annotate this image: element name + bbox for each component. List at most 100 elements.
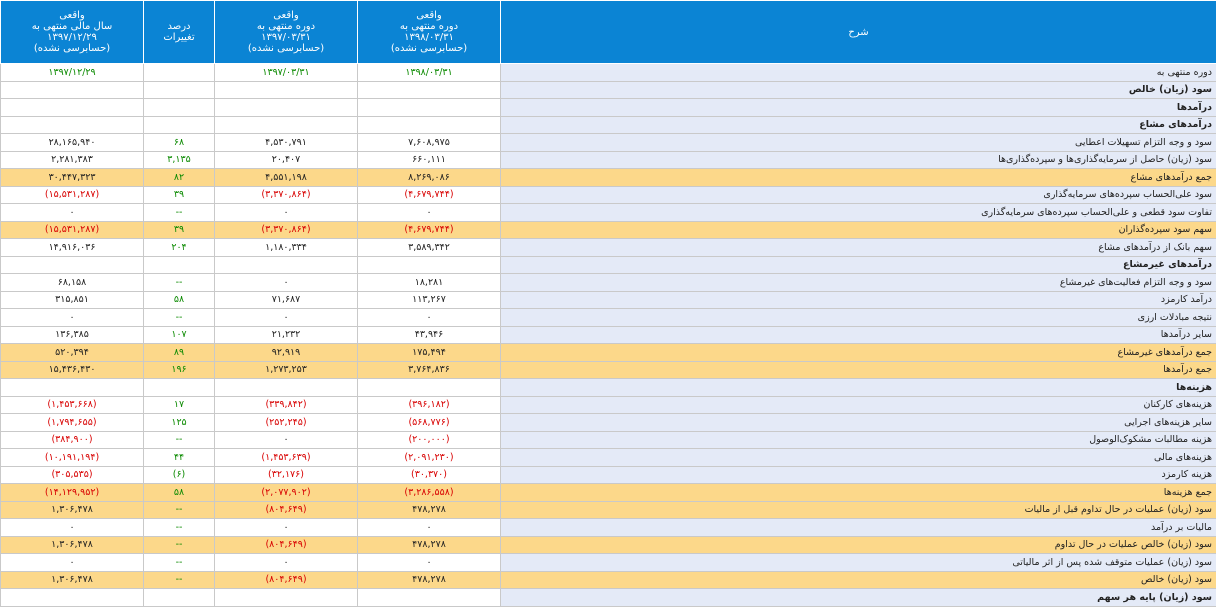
cell-period-1397: ۴,۵۵۱,۱۹۸ (215, 169, 358, 187)
cell-period-1398: (۲۰۰,۰۰۰) (358, 431, 501, 449)
cell-period-1397 (215, 81, 358, 99)
cell-change-percent: (۶) (144, 466, 215, 484)
row-description: هزینه‌ها (501, 379, 1216, 397)
cell-period-1397: ۰ (215, 204, 358, 222)
row-description: درآمد کارمزد (501, 291, 1216, 309)
row-description: سود (زیان) عملیات متوقف شده پس از اثر ما… (501, 554, 1216, 572)
cell-fiscal-year-1397: ۰ (1, 519, 144, 537)
row-description: درآمدها (501, 99, 1216, 117)
cell-period-1398: (۳۰,۳۷۰) (358, 466, 501, 484)
row-description: مالیات بر درآمد (501, 519, 1216, 537)
table-row: هزینه کارمزد(۳۰,۳۷۰)(۳۲,۱۷۶)(۶)(۳۰۵,۵۳۵) (1, 466, 1216, 484)
row-description: سهم بانک از درآمدهای مشاع (501, 239, 1216, 257)
row-description: جمع هزینه‌ها (501, 484, 1216, 502)
table-row: درآمدهای غیرمشاع (1, 256, 1216, 274)
cell-period-1398 (358, 81, 501, 99)
cell-period-1398: ۴۳,۹۴۶ (358, 326, 501, 344)
header-change-percent[interactable]: درصد تغییرات (144, 1, 215, 64)
table-row: سود (زیان) خالص (1, 81, 1216, 99)
cell-period-1397: ۷۱,۶۸۷ (215, 291, 358, 309)
cell-period-1397: (۳,۳۷۰,۸۶۴) (215, 221, 358, 239)
cell-period-1397: (۳۳۹,۸۴۲) (215, 396, 358, 414)
table-row: سود (زیان) حاصل از سرمایه‌گذاری‌ها و سپر… (1, 151, 1216, 169)
row-description: سود و وجه التزام فعالیت‌های غیرمشاع (501, 274, 1216, 292)
table-row: هزینه مطالبات مشکوک‌الوصول(۲۰۰,۰۰۰)۰--(۳… (1, 431, 1216, 449)
row-description: سود (زیان) خالص عملیات در حال تداوم (501, 536, 1216, 554)
row-description: سود (زیان) پایه هر سهم (501, 589, 1216, 607)
cell-period-1397: ۰ (215, 274, 358, 292)
cell-period-1397: ۰ (215, 431, 358, 449)
cell-period-1398 (358, 256, 501, 274)
header-description[interactable]: شرح (501, 1, 1216, 64)
table-row: هزینه‌ها (1, 379, 1216, 397)
cell-period-1397: ۰ (215, 554, 358, 572)
table-row: سود (زیان) عملیات در حال تداوم قبل از ما… (1, 501, 1216, 519)
cell-change-percent: ۵۸ (144, 484, 215, 502)
row-description: نتیجه مبادلات ارزی (501, 309, 1216, 327)
table-row: هزینه‌های مالی(۲,۰۹۱,۲۳۰)(۱,۴۵۳,۶۳۹)۴۴(۱… (1, 449, 1216, 467)
cell-fiscal-year-1397 (1, 256, 144, 274)
header-row: شرح واقعی دوره منتهی به ۱۳۹۸/۰۳/۳۱ (حساب… (1, 1, 1216, 64)
table-row: سهم سود سپرده‌گذاران(۴,۶۷۹,۷۴۴)(۳,۳۷۰,۸۶… (1, 221, 1216, 239)
cell-change-percent: ۸۲ (144, 169, 215, 187)
cell-period-1398: ۶۶۰,۱۱۱ (358, 151, 501, 169)
cell-fiscal-year-1397: (۱۵,۵۳۱,۲۸۷) (1, 186, 144, 204)
cell-change-percent (144, 81, 215, 99)
cell-fiscal-year-1397: (۳۰۵,۵۳۵) (1, 466, 144, 484)
cell-change-percent (144, 64, 215, 82)
cell-period-1398: ۱۷۵,۴۹۴ (358, 344, 501, 362)
cell-fiscal-year-1397 (1, 589, 144, 607)
cell-period-1397: (۱,۴۵۳,۶۳۹) (215, 449, 358, 467)
cell-change-percent: -- (144, 536, 215, 554)
cell-period-1397: (۳۲,۱۷۶) (215, 466, 358, 484)
cell-change-percent: ۶۸ (144, 134, 215, 152)
row-description: جمع درآمدها (501, 361, 1216, 379)
cell-period-1398: ۰ (358, 309, 501, 327)
header-fiscal-year-1397[interactable]: واقعی سال مالی منتهی به ۱۳۹۷/۱۲/۲۹ (حساب… (1, 1, 144, 64)
cell-fiscal-year-1397: ۱,۳۰۶,۴۷۸ (1, 571, 144, 589)
cell-fiscal-year-1397: ۱۴,۹۱۶,۰۳۶ (1, 239, 144, 257)
cell-change-percent: ۴۴ (144, 449, 215, 467)
cell-fiscal-year-1397 (1, 81, 144, 99)
cell-fiscal-year-1397: ۰ (1, 554, 144, 572)
cell-change-percent: ۲۰۴ (144, 239, 215, 257)
cell-change-percent (144, 379, 215, 397)
cell-period-1398: ۴۷۸,۲۷۸ (358, 571, 501, 589)
cell-period-1397: (۸۰۴,۶۴۹) (215, 501, 358, 519)
cell-fiscal-year-1397: ۳۰,۴۴۷,۳۲۳ (1, 169, 144, 187)
table-row: درآمدهای مشاع (1, 116, 1216, 134)
cell-fiscal-year-1397: (۱,۷۹۴,۶۵۵) (1, 414, 144, 432)
cell-period-1397 (215, 589, 358, 607)
cell-fiscal-year-1397: ۳۱۵,۸۵۱ (1, 291, 144, 309)
row-description: سایر هزینه‌های اجرایی (501, 414, 1216, 432)
cell-fiscal-year-1397: (۳۸۴,۹۰۰) (1, 431, 144, 449)
cell-fiscal-year-1397: (۱۵,۵۳۱,۲۸۷) (1, 221, 144, 239)
cell-period-1398: (۴,۶۷۹,۷۴۴) (358, 221, 501, 239)
header-period-1398[interactable]: واقعی دوره منتهی به ۱۳۹۸/۰۳/۳۱ (حسابرسی … (358, 1, 501, 64)
cell-change-percent: ۳,۱۳۵ (144, 151, 215, 169)
row-description: سود (زیان) خالص (501, 571, 1216, 589)
row-description: هزینه کارمزد (501, 466, 1216, 484)
cell-period-1398 (358, 589, 501, 607)
row-description: سود و وجه التزام تسهیلات اعطایی (501, 134, 1216, 152)
cell-fiscal-year-1397: ۱,۳۰۶,۴۷۸ (1, 536, 144, 554)
cell-period-1397: (۳,۳۷۰,۸۶۴) (215, 186, 358, 204)
cell-change-percent: -- (144, 274, 215, 292)
cell-period-1397: ۰ (215, 519, 358, 537)
cell-period-1398: ۱۱۳,۲۶۷ (358, 291, 501, 309)
cell-fiscal-year-1397: (۱۰,۱۹۱,۱۹۴) (1, 449, 144, 467)
cell-fiscal-year-1397: ۱,۳۰۶,۴۷۸ (1, 501, 144, 519)
cell-fiscal-year-1397: ۱۳۹۷/۱۲/۲۹ (1, 64, 144, 82)
row-description: جمع درآمدهای مشاع (501, 169, 1216, 187)
row-description: درآمدهای غیرمشاع (501, 256, 1216, 274)
header-period-1397[interactable]: واقعی دوره منتهی به ۱۳۹۷/۰۳/۳۱ (حسابرسی … (215, 1, 358, 64)
cell-change-percent: -- (144, 554, 215, 572)
cell-period-1397: ۲۰,۴۰۷ (215, 151, 358, 169)
